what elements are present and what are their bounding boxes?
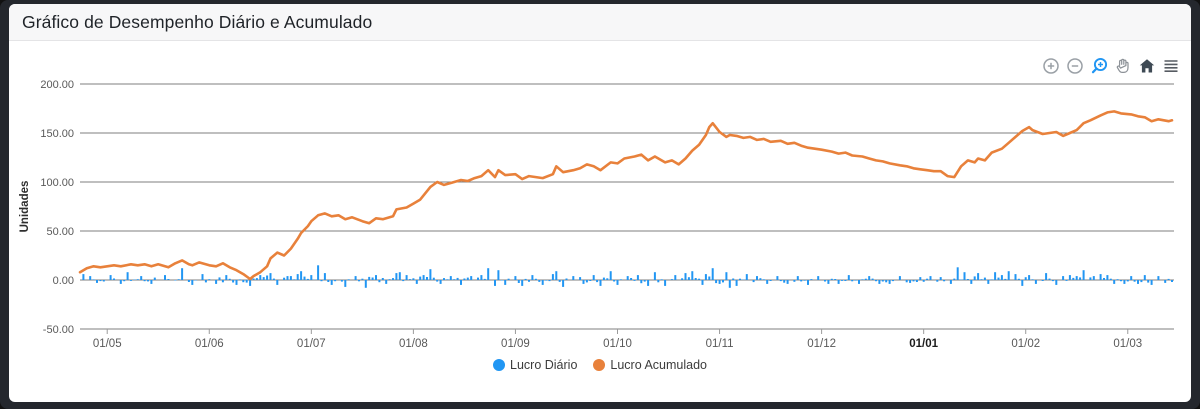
zoom-out-icon (1066, 57, 1083, 74)
chart-legend: Lucro Diário Lucro Acumulado (493, 358, 707, 372)
lucro-diario-marker-icon (493, 359, 506, 371)
pan-button[interactable] (1113, 56, 1132, 75)
legend-label: Lucro Diário (510, 358, 578, 372)
card-header: Gráfico de Desempenho Diário e Acumulado (9, 4, 1191, 41)
page-title: Gráfico de Desempenho Diário e Acumulado (22, 11, 373, 32)
zoom-in-icon (1042, 57, 1059, 74)
legend-item-lucro-diario[interactable]: Lucro Diário (493, 358, 577, 372)
legend-label: Lucro Acumulado (610, 358, 707, 372)
reset-button[interactable] (1137, 56, 1156, 75)
menu-button[interactable] (1161, 56, 1180, 75)
plot-area[interactable] (80, 70, 1174, 332)
home-reset-icon (1139, 58, 1154, 72)
chart-toolbar (1041, 56, 1180, 75)
zoom-in-button[interactable] (1041, 56, 1060, 75)
pan-hand-icon (1116, 58, 1129, 73)
zoom-select-icon (1091, 57, 1107, 73)
menu-icon (1164, 59, 1177, 72)
lucro-acumulado-marker-icon (593, 359, 606, 371)
zoom-out-button[interactable] (1065, 56, 1084, 75)
legend-item-lucro-acumulado[interactable]: Lucro Acumulado (593, 358, 707, 372)
zoom-select-button[interactable] (1089, 56, 1108, 75)
